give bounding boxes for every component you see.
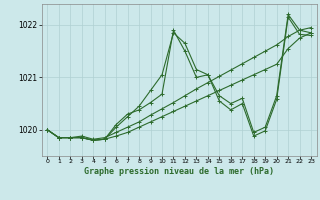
X-axis label: Graphe pression niveau de la mer (hPa): Graphe pression niveau de la mer (hPa) [84, 167, 274, 176]
